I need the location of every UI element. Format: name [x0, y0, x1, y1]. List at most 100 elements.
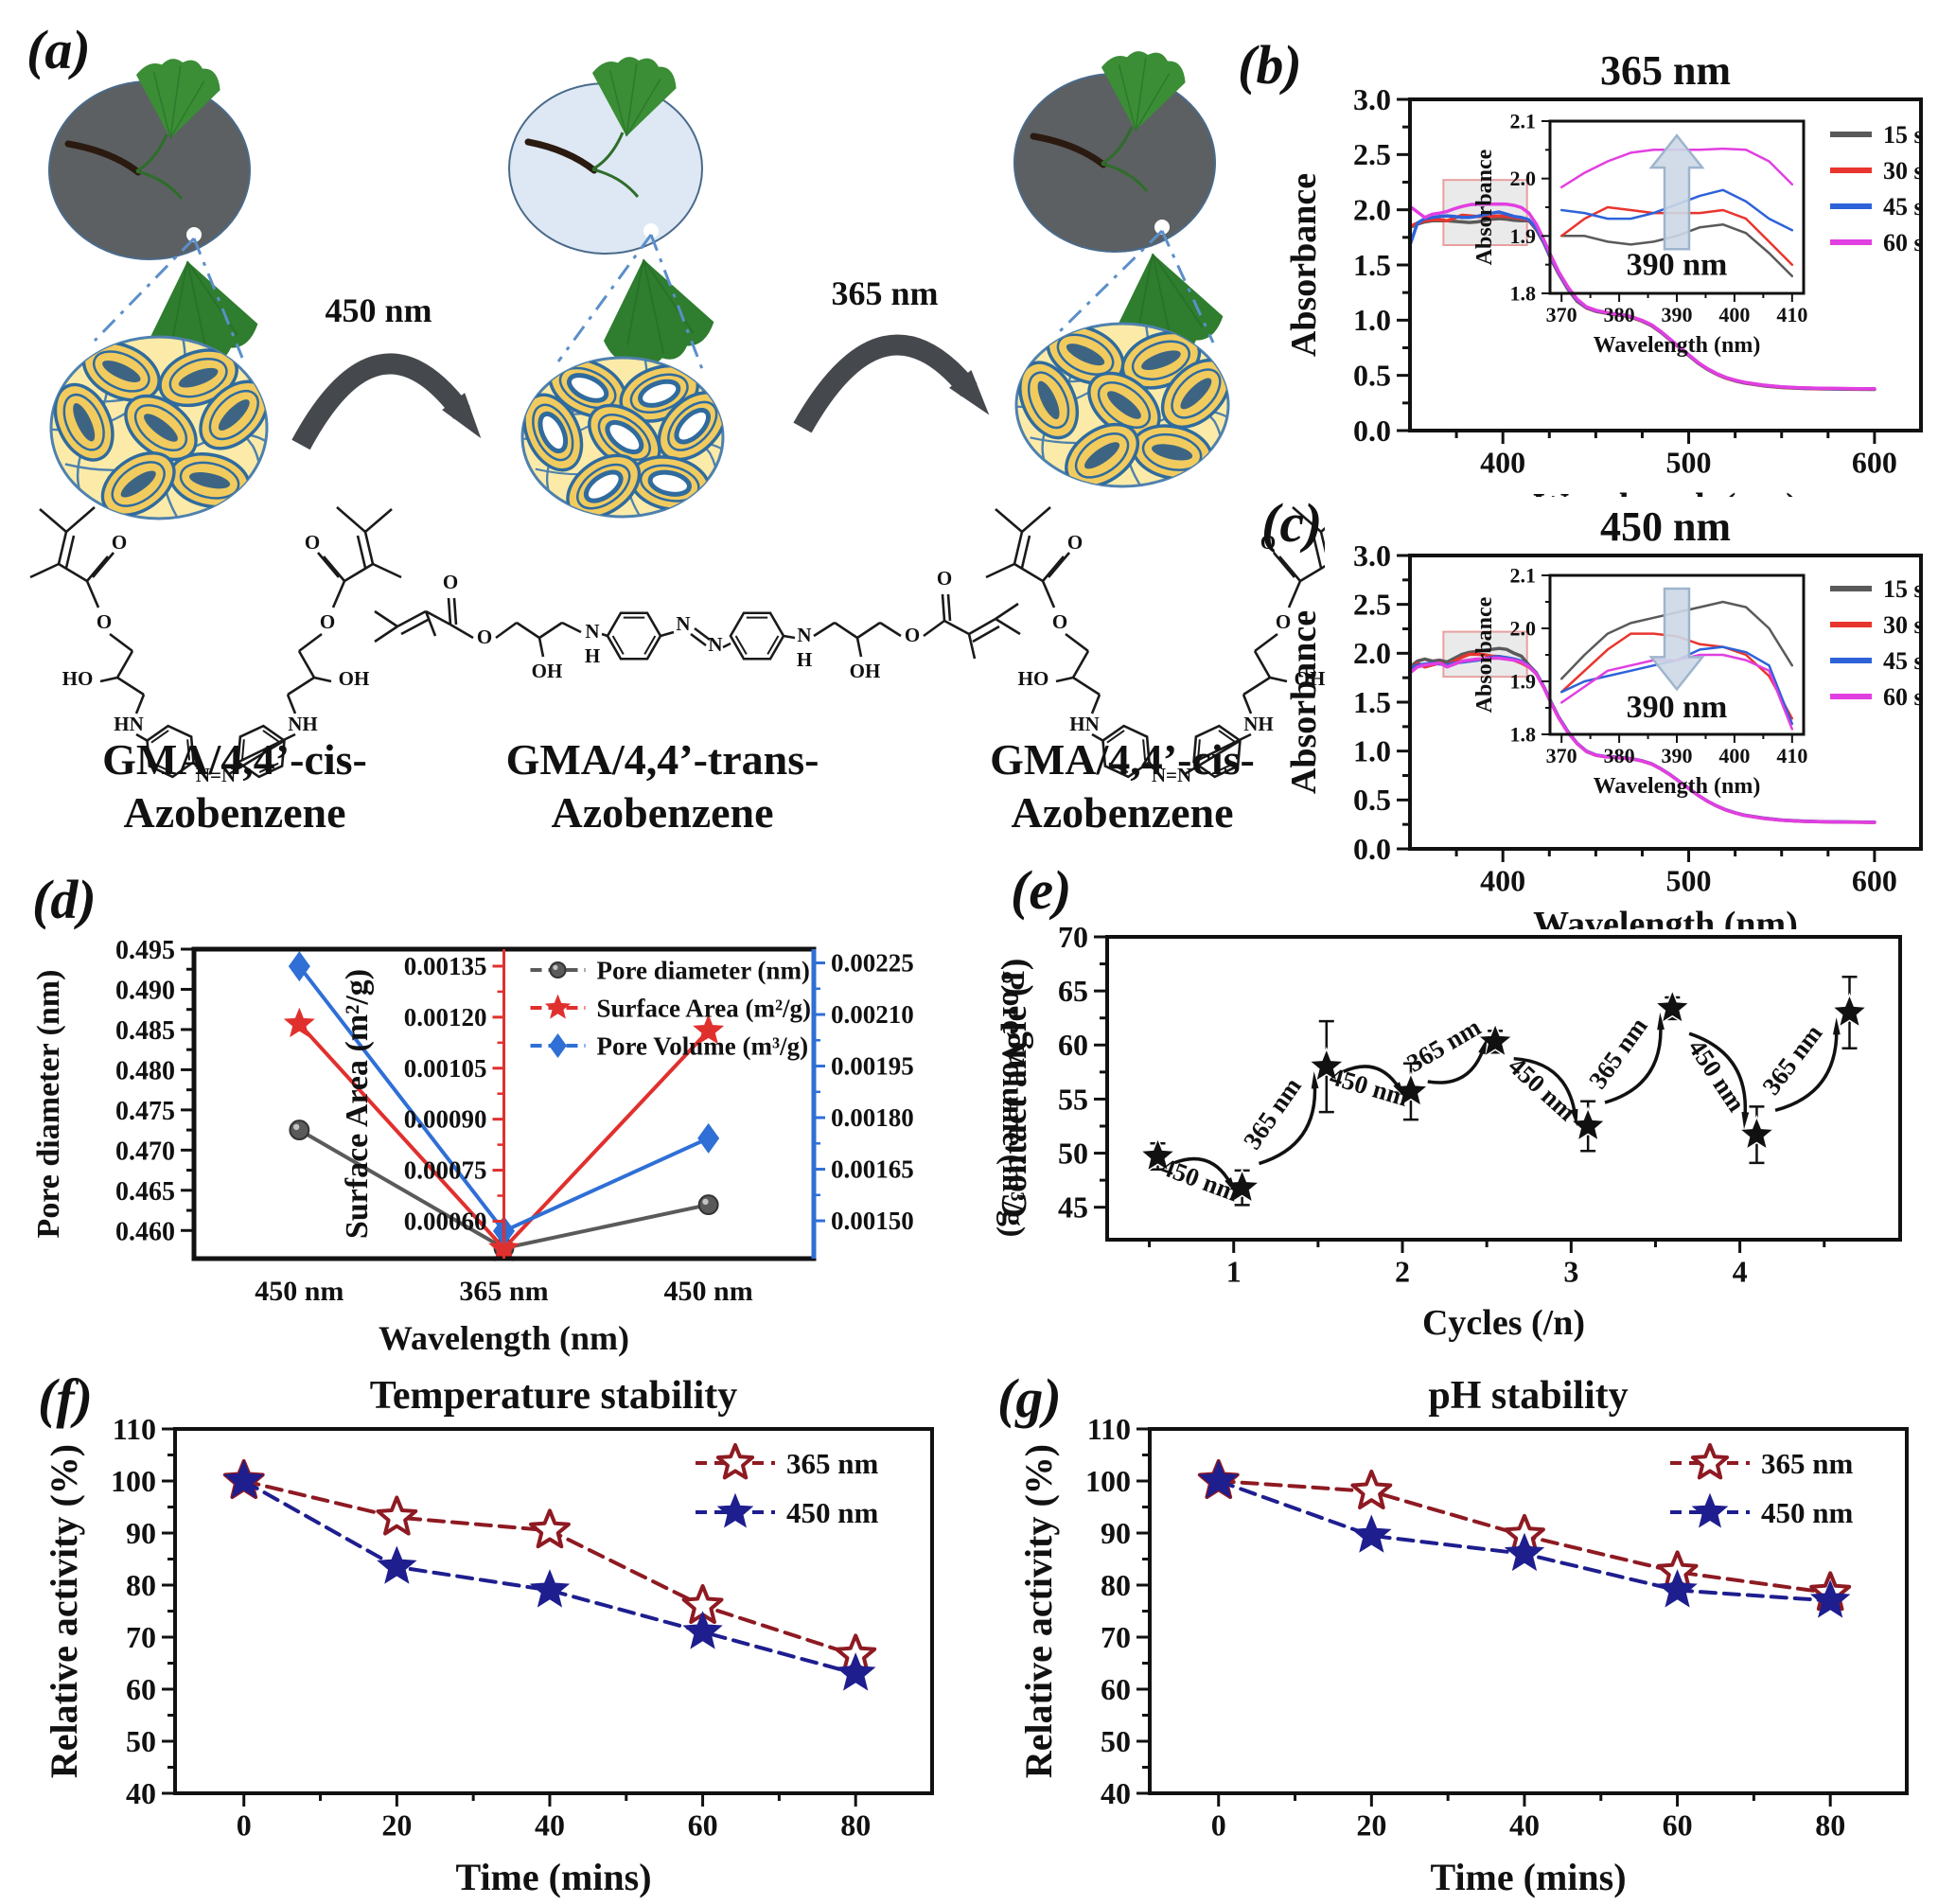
svg-text:0: 0: [1211, 1807, 1226, 1842]
svg-text:N: N: [585, 620, 599, 643]
svg-text:0.465: 0.465: [115, 1177, 175, 1207]
svg-text:370: 370: [1546, 303, 1577, 326]
svg-text:20: 20: [1356, 1807, 1386, 1842]
svg-text:20: 20: [381, 1807, 412, 1842]
svg-text:40: 40: [126, 1776, 156, 1810]
svg-text:80: 80: [840, 1807, 871, 1842]
svg-text:60 s: 60 s: [1883, 683, 1924, 711]
svg-text:30 s: 30 s: [1883, 611, 1924, 639]
svg-text:390 nm: 390 nm: [1627, 690, 1728, 725]
svg-text:365 nm: 365 nm: [786, 1447, 878, 1480]
svg-text:2.1: 2.1: [1510, 109, 1537, 132]
svg-text:400: 400: [1480, 445, 1525, 479]
svg-text:50: 50: [1058, 1136, 1088, 1170]
svg-text:2.0: 2.0: [1510, 616, 1537, 640]
panel-d-label: (d): [32, 869, 97, 930]
projection-dashed-line: [1056, 229, 1164, 335]
ph-stability-chart: 0 20 40 60 80 40 50 60 70 80 90 100 110 pH stability T…: [1017, 1374, 1909, 1898]
svg-text:Pore Volume (m³/g): Pore Volume (m³/g): [995, 971, 1031, 1238]
svg-text:450 nm: 450 nm: [1761, 1496, 1853, 1529]
svg-text:Surface Area (m²/g): Surface Area (m²/g): [340, 969, 375, 1239]
svg-text:1.5: 1.5: [1353, 248, 1391, 282]
leaf-photo-circle: [508, 82, 703, 255]
svg-text:80: 80: [1815, 1807, 1845, 1842]
svg-text:40: 40: [1101, 1776, 1131, 1810]
svg-text:110: 110: [113, 1412, 156, 1446]
svg-text:60: 60: [688, 1807, 718, 1842]
svg-text:Azobenzene: Azobenzene: [551, 788, 773, 837]
svg-text:600: 600: [1852, 863, 1897, 897]
svg-text:0.0: 0.0: [1353, 414, 1391, 448]
svg-text:GMA/4,4’-trans-: GMA/4,4’-trans-: [506, 735, 819, 784]
svg-text:O: O: [1276, 610, 1291, 633]
svg-text:60: 60: [126, 1672, 156, 1706]
svg-text:365 nm: 365 nm: [1761, 1447, 1853, 1480]
sample-spot-dot: [1154, 220, 1170, 235]
svg-text:1: 1: [1226, 1254, 1242, 1288]
svg-text:450 nm: 450 nm: [255, 1276, 344, 1307]
svg-text:1.0: 1.0: [1353, 734, 1391, 768]
svg-text:450 nm: 450 nm: [786, 1496, 878, 1529]
ginkgo-leaf: [135, 59, 220, 139]
svg-text:55: 55: [1058, 1082, 1088, 1116]
svg-text:365 nm: 365 nm: [459, 1276, 548, 1307]
svg-text:60: 60: [1058, 1028, 1088, 1062]
svg-text:2.1: 2.1: [1510, 563, 1537, 587]
svg-text:600: 600: [1852, 445, 1897, 479]
svg-text:400: 400: [1718, 744, 1750, 767]
svg-text:N=N: N=N: [1152, 764, 1191, 786]
svg-text:Absorbance: Absorbance: [1284, 610, 1324, 794]
svg-text:O: O: [443, 571, 458, 593]
projection-dashed-line: [93, 237, 196, 343]
svg-text:Wavelength (nm): Wavelength (nm): [1594, 333, 1761, 358]
svg-text:0.00195: 0.00195: [831, 1052, 914, 1081]
panel-b-chart: (b) 400 500 600 0.0 0.5 1.0 1.5 2.0 2.5 3.0 365 nm…: [1238, 34, 1924, 497]
svg-text:Absorbance: Absorbance: [1472, 596, 1497, 713]
svg-text:O: O: [112, 531, 127, 554]
svg-text:390: 390: [1662, 744, 1693, 767]
svg-text:OH: OH: [339, 667, 370, 690]
svg-text:2.5: 2.5: [1353, 137, 1391, 171]
svg-text:1.5: 1.5: [1353, 685, 1391, 719]
absorbance-chart-365: 400 500 600 0.0 0.5 1.0 1.5 2.0 2.5 3.0 365 nm Wave…: [1284, 47, 1924, 497]
sample-spot-dot: [643, 223, 659, 238]
svg-text:Contact angle (°): Contact angle (°): [995, 959, 1034, 1219]
svg-text:0.495: 0.495: [115, 936, 175, 965]
svg-text:Time (mins): Time (mins): [1430, 1856, 1626, 1898]
svg-text:N: N: [676, 612, 690, 635]
svg-text:100: 100: [1085, 1464, 1131, 1498]
svg-text:O: O: [97, 610, 112, 633]
svg-text:0.00225: 0.00225: [831, 949, 914, 978]
svg-text:0.00105: 0.00105: [404, 1054, 487, 1083]
svg-text:3: 3: [1563, 1254, 1578, 1288]
svg-text:0.00060: 0.00060: [404, 1207, 487, 1235]
svg-text:80: 80: [1101, 1568, 1131, 1602]
panel-g-chart: (g) 0 20 40 60 80 40 50 60 70 80 90 100 110 pH stabil…: [997, 1367, 1909, 1898]
svg-text:370: 370: [1546, 744, 1577, 767]
svg-text:1.9: 1.9: [1510, 224, 1537, 248]
projection-dashed-line: [556, 234, 653, 362]
svg-text:4: 4: [1733, 1254, 1748, 1288]
svg-text:Pore Volume (m³/g): Pore Volume (m³/g): [597, 1031, 809, 1060]
svg-text:500: 500: [1666, 863, 1712, 897]
svg-text:400: 400: [1718, 303, 1750, 326]
stoma-open: [522, 393, 584, 472]
panel-e-label: (e): [1011, 859, 1071, 921]
cis-azobenzene-structure: O O HO HN O O OH NH N=N: [985, 506, 1325, 786]
projection-dashed-line: [1160, 230, 1215, 344]
stoma-closed: [1065, 422, 1140, 486]
svg-text:0.00120: 0.00120: [404, 1003, 487, 1031]
svg-text:410: 410: [1776, 744, 1807, 767]
svg-text:70: 70: [1058, 920, 1088, 954]
svg-text:45 s: 45 s: [1883, 193, 1924, 220]
svg-text:N: N: [797, 624, 811, 646]
absorbance-chart-450: 400 500 600 0.0 0.5 1.0 1.5 2.0 2.5 3.0 450 nm Wave…: [1284, 503, 1924, 929]
svg-text:1.8: 1.8: [1510, 281, 1537, 305]
svg-text:Azobenzene: Azobenzene: [123, 788, 345, 837]
panel-e-chart: (e) 1 2 3 4 45 50 55 60 65 70 Cycles (/n) Contact a…: [995, 859, 1902, 1343]
stoma-closed: [1018, 361, 1080, 440]
svg-text:Azobenzene: Azobenzene: [1011, 788, 1233, 837]
svg-text:2.0: 2.0: [1353, 193, 1391, 227]
svg-text:110: 110: [1087, 1412, 1131, 1446]
